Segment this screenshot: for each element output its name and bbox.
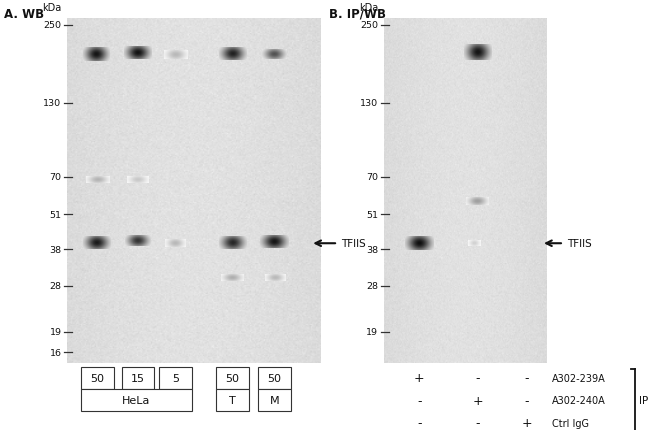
Text: IP: IP <box>639 395 649 405</box>
Text: kDa: kDa <box>359 3 378 13</box>
Text: 38: 38 <box>366 245 378 254</box>
Bar <box>259 367 291 389</box>
Text: 250: 250 <box>360 22 378 30</box>
Text: +: + <box>521 416 532 429</box>
Text: 50: 50 <box>268 373 281 383</box>
Text: 19: 19 <box>49 328 61 337</box>
Text: 51: 51 <box>49 210 61 219</box>
Text: 51: 51 <box>367 210 378 219</box>
Text: -: - <box>525 394 528 407</box>
Text: 50: 50 <box>90 373 105 383</box>
Text: 70: 70 <box>49 173 61 181</box>
Text: -: - <box>417 394 421 407</box>
Bar <box>216 367 248 389</box>
Text: +: + <box>414 372 424 384</box>
Text: 50: 50 <box>226 373 239 383</box>
Text: +: + <box>473 394 483 407</box>
Text: B. IP/WB: B. IP/WB <box>329 8 386 21</box>
Text: A302-239A: A302-239A <box>552 373 606 383</box>
Text: 130: 130 <box>44 99 61 108</box>
Text: 38: 38 <box>49 245 61 254</box>
Text: HeLa: HeLa <box>122 395 151 405</box>
Bar <box>259 389 291 412</box>
Text: A302-240A: A302-240A <box>552 395 606 405</box>
Text: 28: 28 <box>367 282 378 291</box>
Text: kDa: kDa <box>42 3 61 13</box>
Text: -: - <box>417 416 421 429</box>
Bar <box>81 389 192 412</box>
Bar <box>122 367 155 389</box>
Text: 15: 15 <box>131 373 145 383</box>
Text: A. WB: A. WB <box>4 8 44 21</box>
Text: TFIIS: TFIIS <box>341 239 366 249</box>
Text: 5: 5 <box>172 373 179 383</box>
Text: TFIIS: TFIIS <box>567 239 592 249</box>
Text: -: - <box>476 372 480 384</box>
Bar <box>81 367 114 389</box>
Text: 28: 28 <box>49 282 61 291</box>
Bar <box>159 367 192 389</box>
Bar <box>216 389 248 412</box>
Text: 16: 16 <box>49 348 61 357</box>
Text: -: - <box>476 416 480 429</box>
Text: 70: 70 <box>367 173 378 181</box>
Text: M: M <box>270 395 280 405</box>
Text: T: T <box>229 395 236 405</box>
Text: 130: 130 <box>360 99 378 108</box>
Text: -: - <box>525 372 528 384</box>
Text: 250: 250 <box>44 22 61 30</box>
Text: 19: 19 <box>367 328 378 337</box>
Text: Ctrl IgG: Ctrl IgG <box>552 418 589 428</box>
